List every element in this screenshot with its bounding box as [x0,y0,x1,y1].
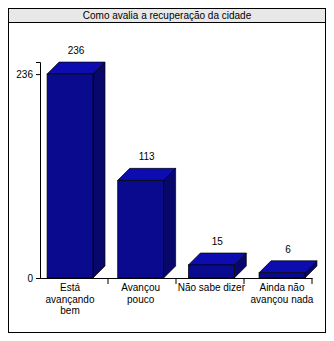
y-axis-line [36,63,41,279]
data-label: 6 [285,244,291,255]
title-box [9,9,326,23]
y-tick-label: 236 [16,69,33,80]
y-tick-label: 0 [27,273,33,284]
bar-group [118,168,176,278]
bar-group [188,253,246,278]
bar-top [47,62,105,74]
x-separator [176,278,177,284]
x-axis: Estáavançandobem Avançoupouco Não sabe diz… [41,279,314,317]
bars [47,62,317,278]
y-axis: 0 236 [16,63,40,284]
x-tick-label: Avançoupouco [121,282,160,305]
x-tick-label: Estáavançandobem [46,282,95,316]
chart-title: Como avalia a recuperação da cidade [83,10,252,21]
bar [259,273,305,278]
x-tick: Estáavançandobem [46,282,95,316]
bar-top [188,253,246,265]
data-label: 236 [68,45,85,56]
x-separator [244,278,245,284]
bar-top [118,168,176,180]
bar [118,180,164,278]
bar-top [259,261,317,273]
y-tick-mark [36,74,40,75]
y-tick: 236 [16,69,40,80]
bar-side [93,62,105,278]
bar-group [47,62,105,278]
data-label: 15 [212,236,224,247]
x-tick: Ainda nãoavançou nada [251,282,314,305]
x-separator [312,278,313,284]
bar [188,265,234,278]
y-tick: 0 [27,273,40,284]
x-tick: Avançoupouco [121,282,160,305]
x-tick-label: Ainda nãoavançou nada [251,282,314,305]
x-tick-label: Não sabe dizer [178,282,246,293]
bar-side [164,168,176,278]
bar [47,74,93,278]
x-separator [108,278,109,284]
x-tick: Não sabe dizer [178,282,246,293]
chart-frame [9,9,326,333]
data-label: 113 [139,151,155,162]
bar-group [259,261,317,278]
y-tick-mark [36,278,40,279]
